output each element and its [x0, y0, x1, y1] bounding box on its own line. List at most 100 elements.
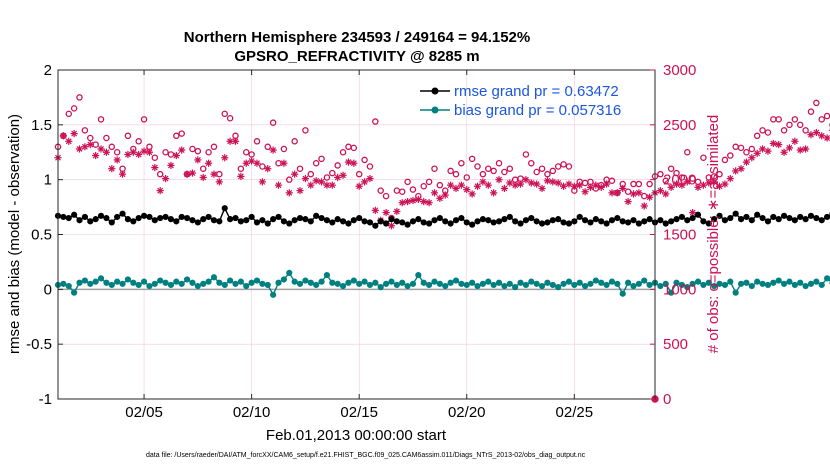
y-right-tick-label: 1500 — [663, 227, 696, 244]
obs-assimilated-point — [656, 187, 664, 195]
bias-point — [382, 280, 390, 287]
obs-possible-point — [517, 175, 524, 182]
obs-assimilated-point — [237, 172, 245, 180]
obs-possible-point — [151, 154, 159, 161]
obs-possible-point — [522, 151, 530, 158]
rmse-point — [770, 213, 777, 221]
rmse-point — [178, 213, 185, 221]
obs-assimilated-point — [183, 170, 191, 178]
rmse-point — [87, 218, 94, 225]
obs-possible-point — [173, 132, 180, 140]
obs-assimilated-point — [565, 180, 573, 188]
bias-point — [603, 281, 610, 289]
obs-assimilated-point — [527, 179, 535, 187]
y-right-tick-label: 3000 — [663, 62, 696, 79]
obs-possible-point — [264, 143, 272, 151]
obs-assimilated-point — [113, 156, 121, 164]
bias-point — [501, 282, 508, 290]
obs-assimilated-point — [403, 198, 412, 206]
obs-possible-point — [291, 138, 298, 145]
rmse-point — [377, 218, 384, 225]
bias-point — [426, 281, 433, 289]
bias-point — [619, 290, 626, 297]
obs-possible-point — [635, 180, 643, 188]
obs-possible-point — [76, 94, 83, 101]
rmse-point — [630, 217, 637, 224]
obs-assimilated-point — [264, 165, 272, 173]
obs-possible-point — [479, 170, 487, 178]
rmse-point — [210, 217, 218, 224]
rmse-point — [786, 214, 793, 222]
obs-assimilated-point — [635, 189, 643, 197]
obs-possible-point — [334, 162, 341, 169]
rmse-series — [54, 205, 830, 229]
obs-possible-point — [727, 152, 734, 159]
obs-assimilated-point — [441, 191, 449, 199]
bias-point — [76, 279, 83, 286]
y-left-tick-label: 2 — [44, 62, 52, 79]
bias-point — [587, 280, 594, 287]
bias-point — [60, 280, 67, 287]
obs-possible-point — [162, 148, 169, 156]
rmse-point — [232, 214, 239, 222]
bias-point — [797, 279, 804, 286]
obs-assimilated-point — [248, 157, 256, 165]
obs-possible-point — [70, 105, 78, 112]
obs-possible-point — [501, 168, 508, 176]
obs-assimilated-point — [812, 128, 820, 137]
x-axis: 02/05 02/10 02/15 02/20 02/25 — [125, 70, 593, 421]
obs-possible-point — [339, 148, 347, 156]
bias-series — [54, 269, 830, 298]
rmse-point — [754, 211, 761, 218]
rmse-point — [167, 216, 175, 223]
rmse-point — [189, 217, 196, 224]
bias-point — [678, 281, 685, 289]
obs-possible-point — [65, 110, 73, 118]
obs-assimilated-point — [231, 137, 240, 145]
obs-possible-point — [146, 143, 153, 151]
obs-assimilated-point — [102, 148, 111, 156]
obs-assimilated-point — [430, 189, 439, 197]
obs-possible-point — [463, 174, 471, 181]
y-axis-right-label: # of obs: o=possible; ∗=assimilated — [705, 115, 722, 354]
obs-assimilated-point — [296, 187, 304, 195]
rmse-point — [259, 217, 266, 224]
obs-assimilated-point — [355, 182, 363, 190]
obs-possible-point — [307, 170, 315, 178]
bias-point — [824, 275, 830, 282]
x-axis-label: Feb.01,2013 00:00:00 start — [266, 427, 447, 444]
rmse-point — [124, 216, 132, 223]
obs-possible-point — [87, 134, 94, 142]
rmse-point — [512, 218, 519, 225]
obs-assimilated-point — [65, 137, 73, 145]
rmse-point — [146, 213, 153, 221]
obs-assimilated-point — [86, 140, 94, 149]
bias-point — [329, 279, 336, 286]
bias-point — [248, 279, 255, 286]
rmse-point — [705, 220, 712, 227]
obs-assimilated-point — [75, 145, 84, 153]
obs-assimilated-point — [371, 206, 379, 214]
rmse-point — [307, 218, 314, 225]
obs-assimilated-point — [683, 178, 691, 186]
obs-possible-point — [199, 165, 207, 172]
rmse-point — [711, 216, 718, 223]
rmse-point — [452, 217, 460, 224]
bias-point — [780, 280, 788, 287]
obs-assimilated-point — [328, 181, 336, 189]
bias-point — [291, 278, 298, 285]
rmse-point — [162, 213, 169, 221]
rmse-point — [248, 213, 255, 221]
rmse-point — [576, 213, 583, 221]
obs-possible-point — [791, 116, 799, 123]
obs-assimilated-point — [484, 181, 492, 189]
obs-possible-point — [296, 165, 304, 172]
rmse-point — [737, 216, 745, 223]
rmse-point — [813, 214, 820, 222]
obs-assimilated-point — [710, 178, 718, 186]
obs-assimilated-point — [393, 207, 401, 216]
bias-point — [786, 278, 793, 285]
bias-point — [555, 284, 562, 291]
obs-possible-point — [404, 178, 411, 186]
obs-assimilated-point — [344, 158, 353, 166]
